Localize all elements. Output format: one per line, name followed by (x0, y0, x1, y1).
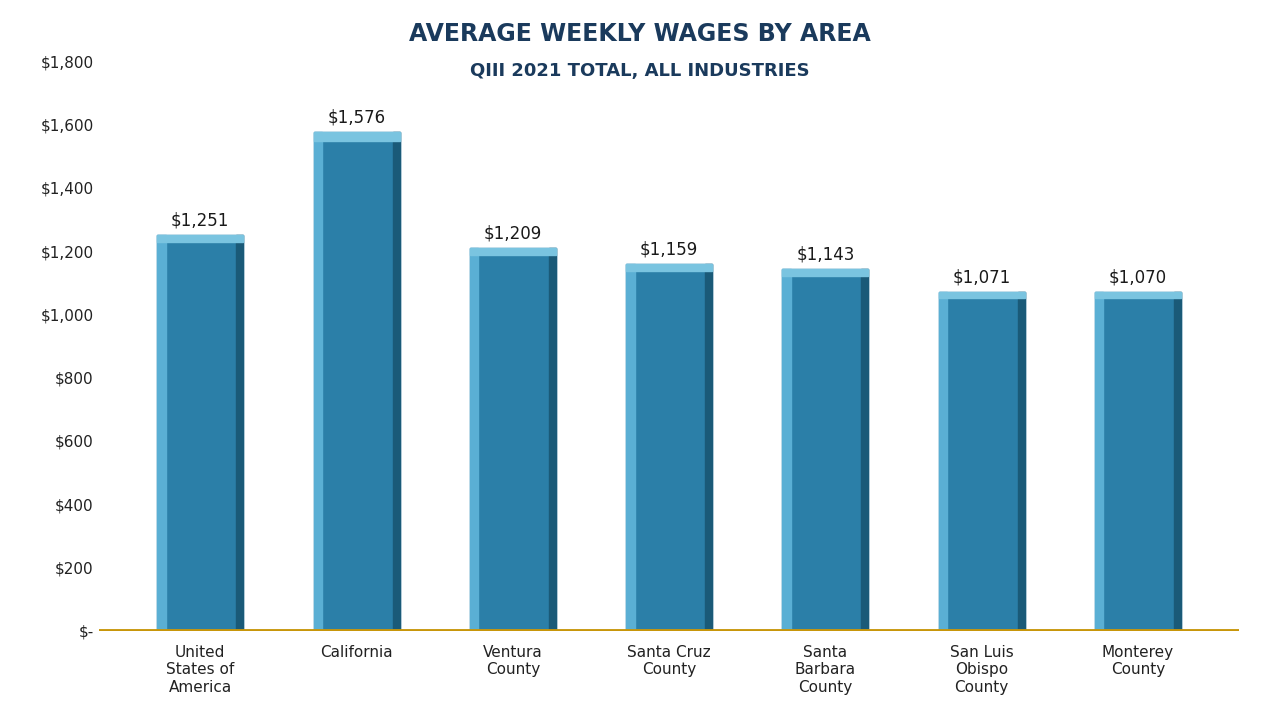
Bar (1174, 292, 1181, 631)
Text: $1,143: $1,143 (796, 245, 855, 264)
Bar (549, 248, 556, 631)
Bar (705, 264, 712, 631)
Bar (1018, 292, 1024, 631)
Bar (314, 132, 399, 631)
Text: AVERAGE WEEKLY WAGES BY AREA: AVERAGE WEEKLY WAGES BY AREA (410, 22, 870, 46)
Bar (861, 269, 868, 631)
Text: $1,159: $1,159 (640, 240, 698, 258)
Bar (1094, 292, 1181, 298)
Text: $1,209: $1,209 (484, 224, 541, 243)
Bar (626, 264, 712, 271)
Bar (626, 264, 712, 631)
Text: $1,070: $1,070 (1108, 269, 1167, 287)
Bar (470, 248, 556, 631)
Bar (157, 235, 243, 242)
Text: $1,576: $1,576 (328, 109, 385, 126)
Bar (938, 292, 1024, 298)
Bar (470, 248, 556, 255)
Bar (237, 235, 243, 631)
Bar (782, 269, 791, 631)
Bar (626, 264, 635, 631)
Text: QIII 2021 TOTAL, ALL INDUSTRIES: QIII 2021 TOTAL, ALL INDUSTRIES (470, 62, 810, 80)
Text: $1,071: $1,071 (952, 268, 1011, 286)
Bar (314, 132, 323, 631)
Text: $1,251: $1,251 (172, 211, 229, 230)
Bar (157, 235, 166, 631)
Bar (314, 132, 399, 141)
Bar (1094, 292, 1103, 631)
Bar (393, 132, 399, 631)
Bar (157, 235, 243, 631)
Bar (470, 248, 479, 631)
Bar (782, 269, 868, 631)
Bar (1094, 292, 1181, 631)
Bar (938, 292, 947, 631)
Bar (938, 292, 1024, 631)
Bar (782, 269, 868, 276)
